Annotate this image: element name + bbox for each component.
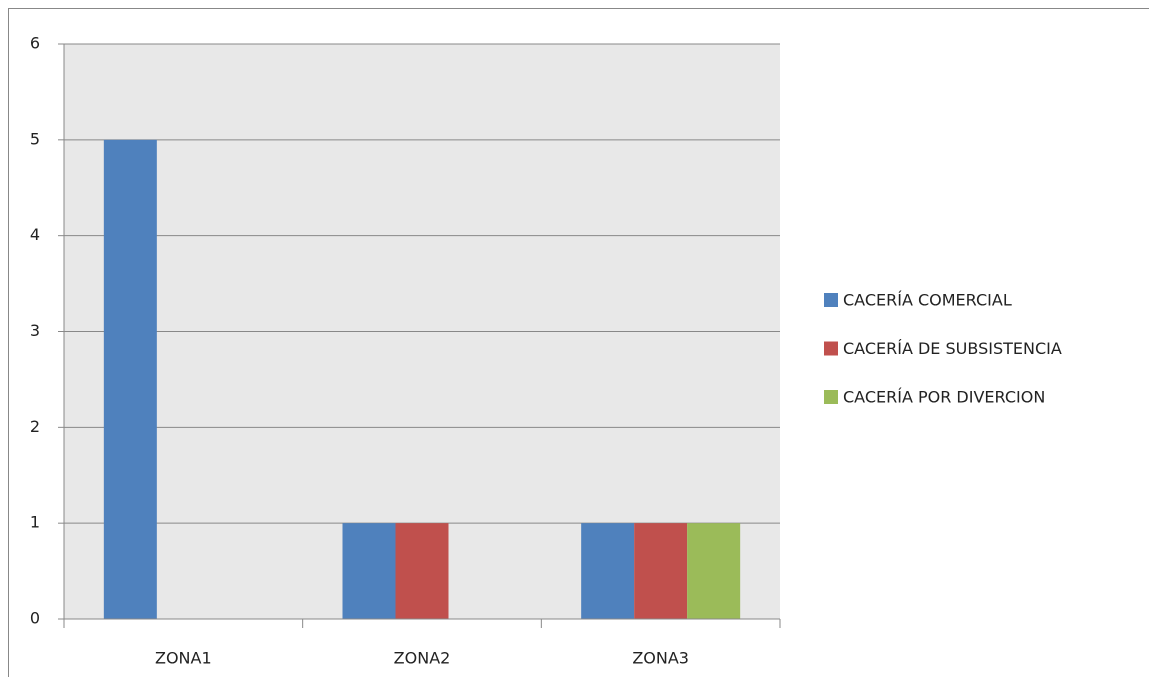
x-tick-label: ZONA2 [394, 649, 451, 668]
legend-swatch [824, 293, 838, 307]
bar [103, 139, 157, 620]
y-tick-label: 4 [30, 225, 40, 244]
chart-border [8, 8, 1149, 677]
x-tick-label: ZONA1 [155, 649, 212, 668]
bar [687, 523, 741, 619]
x-tick-label: ZONA3 [632, 649, 689, 668]
legend-label: CACERÍA POR DIVERCION [843, 388, 1045, 407]
y-tick-label: 2 [30, 417, 40, 436]
legend-label: CACERÍA DE SUBSISTENCIA [843, 339, 1062, 358]
y-tick-label: 5 [30, 129, 40, 148]
y-tick-label: 3 [30, 321, 40, 340]
y-tick-label: 6 [30, 34, 40, 53]
y-tick-label: 1 [30, 513, 40, 532]
legend-label: CACERÍA COMERCIAL [843, 291, 1012, 310]
bar [342, 523, 396, 619]
bar [395, 523, 449, 619]
legend-swatch [824, 390, 838, 404]
y-tick-label: 0 [30, 609, 40, 628]
bar [634, 523, 688, 619]
legend-swatch [824, 341, 838, 356]
bar [581, 523, 635, 619]
